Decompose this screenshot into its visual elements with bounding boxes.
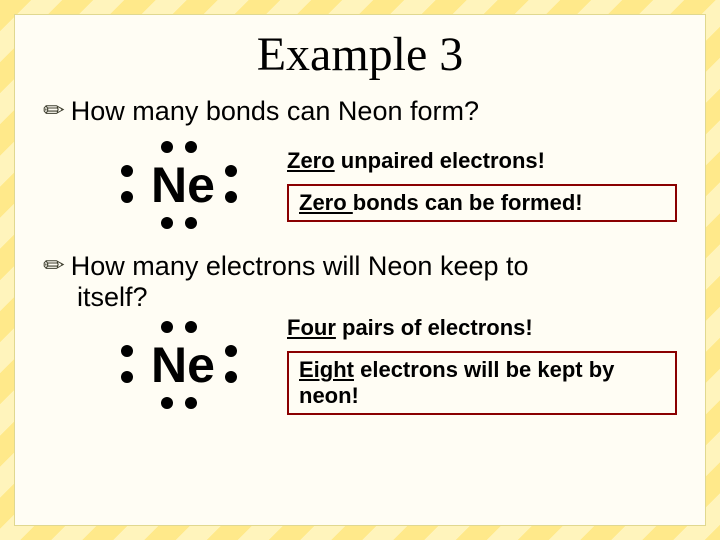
electron-dot	[225, 165, 237, 177]
electron-dot	[185, 141, 197, 153]
question-2-text-b: itself?	[77, 280, 148, 315]
answer-2a-rest: pairs of electrons!	[336, 315, 533, 340]
electron-dot	[225, 371, 237, 383]
electron-dot	[121, 165, 133, 177]
lewis-structure-1: Ne	[103, 135, 263, 235]
electron-dot	[161, 321, 173, 333]
lewis-structure-2: Ne	[103, 315, 263, 415]
bullet-icon: ✏	[43, 94, 65, 128]
bullet-icon: ✏	[43, 249, 65, 283]
electron-dot	[161, 217, 173, 229]
question-2-line2: itself?	[77, 280, 677, 315]
answer-2b-box: Eight electrons will be kept by neon!	[287, 351, 677, 415]
electron-dot	[121, 345, 133, 357]
question-1: ✏ How many bonds can Neon form?	[43, 94, 677, 129]
electron-dot	[185, 217, 197, 229]
content-row-1: Ne Zero unpaired electrons! Zero bonds c…	[103, 135, 677, 235]
answer-1b-underline: Zero	[299, 190, 353, 215]
answer-1b-box: Zero bonds can be formed!	[287, 184, 677, 222]
slide-title: Example 3	[43, 27, 677, 82]
answer-1a-underline: Zero	[287, 148, 335, 173]
electron-dot	[225, 191, 237, 203]
slide-frame: Example 3 ✏ How many bonds can Neon form…	[14, 14, 706, 526]
element-symbol: Ne	[151, 336, 215, 394]
electron-dot	[121, 371, 133, 383]
electron-dot	[225, 345, 237, 357]
electron-dot	[161, 141, 173, 153]
answers-1: Zero unpaired electrons! Zero bonds can …	[287, 148, 677, 222]
electron-dot	[121, 191, 133, 203]
electron-dot	[185, 321, 197, 333]
electron-dot	[161, 397, 173, 409]
question-2: ✏ How many electrons will Neon keep to	[43, 249, 677, 284]
answers-2: Four pairs of electrons! Eight electrons…	[287, 315, 677, 415]
answer-1b-rest: bonds can be formed!	[353, 190, 583, 215]
question-1-text: How many bonds can Neon form?	[71, 94, 479, 129]
element-symbol: Ne	[151, 156, 215, 214]
answer-2b-underline: Eight	[299, 357, 354, 382]
electron-dot	[185, 397, 197, 409]
answer-1a-rest: unpaired electrons!	[335, 148, 545, 173]
content-row-2: Ne Four pairs of electrons! Eight electr…	[103, 315, 677, 415]
answer-2a-underline: Four	[287, 315, 336, 340]
answer-1a: Zero unpaired electrons!	[287, 148, 677, 174]
answer-2a: Four pairs of electrons!	[287, 315, 677, 341]
question-2-text-a: How many electrons will Neon keep to	[71, 249, 529, 284]
